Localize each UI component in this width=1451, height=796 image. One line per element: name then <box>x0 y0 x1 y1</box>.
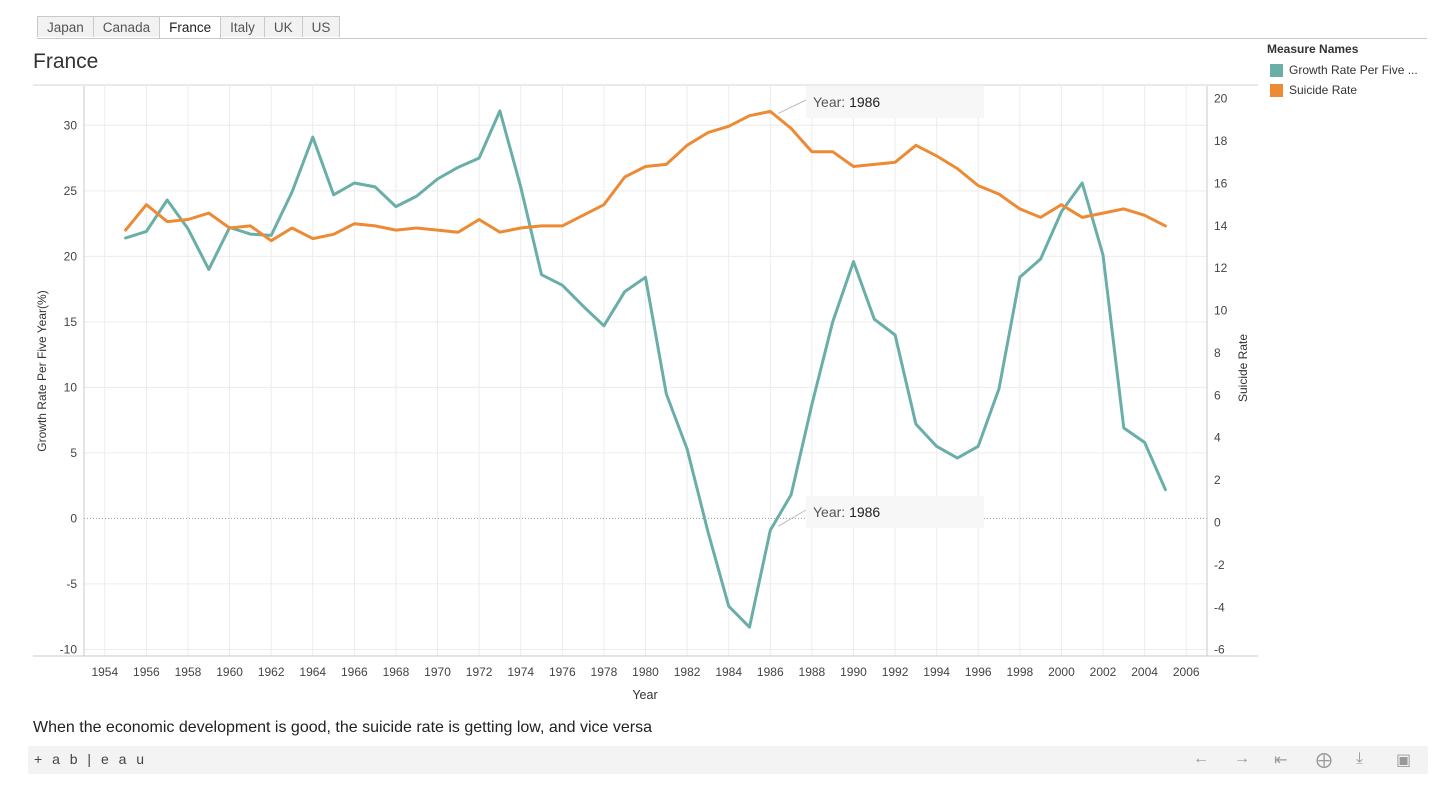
fullscreen-icon[interactable]: ▣ <box>1396 752 1412 769</box>
y-tick-label-right: 10 <box>1214 304 1228 318</box>
y-tick-label-left: -10 <box>60 642 78 656</box>
tab-italy[interactable]: Italy <box>220 16 265 37</box>
tooltip-growth-rate: Year: 1986 <box>806 496 984 528</box>
share-icon[interactable]: ⨁ <box>1316 752 1332 769</box>
tooltip-prefix: Year: <box>813 94 846 110</box>
y-tick-label-right: 12 <box>1214 261 1228 275</box>
x-tick-label: 1956 <box>133 665 160 679</box>
x-axis-title: Year <box>632 688 657 702</box>
x-tick-label: 2006 <box>1173 665 1200 679</box>
x-tick-label: 1988 <box>799 665 826 679</box>
x-tick-label: 1992 <box>882 665 909 679</box>
y-tick-label-right: -4 <box>1214 600 1225 614</box>
revert-icon[interactable]: ⇤ <box>1274 752 1288 769</box>
x-tick-label: 1974 <box>507 665 534 679</box>
y-axis-title-left: Growth Rate Per Five Year(%) <box>35 290 49 451</box>
legend-label-suicide-rate: Suicide Rate <box>1289 83 1358 97</box>
x-tick-label: 2000 <box>1048 665 1075 679</box>
x-tick-label: 1990 <box>840 665 867 679</box>
y-tick-label-left: 20 <box>64 249 78 263</box>
legend-item-growth-rate[interactable]: Growth Rate Per Five ... <box>1267 60 1437 80</box>
x-tick-label: 1954 <box>91 665 118 679</box>
y-tick-label-right: 14 <box>1214 219 1228 233</box>
legend-swatch-growth-rate <box>1270 63 1283 77</box>
x-tick-label: 1958 <box>175 665 202 679</box>
y-tick-label-left: 5 <box>70 446 77 460</box>
x-tick-label: 1972 <box>466 665 493 679</box>
x-tick-label: 1982 <box>674 665 701 679</box>
tab-uk[interactable]: UK <box>263 16 303 37</box>
x-tick-label: 1968 <box>383 665 410 679</box>
y-tick-label-left: -5 <box>66 577 77 591</box>
caption: When the economic development is good, t… <box>33 719 653 736</box>
y-tick-label-right: 18 <box>1214 134 1228 148</box>
x-tick-label: 1996 <box>965 665 992 679</box>
x-tick-label: 1986 <box>757 665 784 679</box>
series-line-growth-rate <box>124 109 1167 629</box>
y-tick-label-right: 6 <box>1214 388 1221 402</box>
x-tick-label: 1964 <box>299 665 326 679</box>
y-tick-label-right: 20 <box>1214 92 1228 106</box>
tableau-logo: + a b | e a u <box>34 751 148 767</box>
tooltip-value: 1986 <box>849 504 881 520</box>
x-tick-label: 1970 <box>424 665 451 679</box>
series-line-suicide-rate <box>124 109 1167 243</box>
x-tick-label: 1998 <box>1006 665 1033 679</box>
y-tick-label-left: 15 <box>64 315 78 329</box>
tooltip-connector <box>778 99 807 114</box>
x-tick-label: 1980 <box>632 665 659 679</box>
x-tick-label: 2002 <box>1090 665 1117 679</box>
y-tick-label-left: 10 <box>64 380 78 394</box>
x-tick-label: 1984 <box>715 665 742 679</box>
x-tick-label: 1994 <box>923 665 950 679</box>
x-tick-label: 1966 <box>341 665 368 679</box>
tooltip-prefix: Year: <box>813 504 846 520</box>
legend-item-suicide-rate[interactable]: Suicide Rate <box>1267 80 1437 100</box>
legend-title: Measure Names <box>1267 42 1359 56</box>
y-tick-label-left: 30 <box>64 118 78 132</box>
tab-france[interactable]: France <box>159 16 222 38</box>
y-tick-label-right: 16 <box>1214 176 1228 190</box>
tooltip-value: 1986 <box>849 94 881 110</box>
tab-bar: Japan Canada France Italy UK US <box>37 16 1427 39</box>
legend-swatch-suicide-rate <box>1270 83 1283 97</box>
y-tick-label-right: 4 <box>1214 431 1221 445</box>
y-tick-label-right: -2 <box>1214 558 1225 572</box>
tooltip-connector <box>778 509 807 527</box>
redo-icon[interactable]: → <box>1234 750 1250 767</box>
tab-us[interactable]: US <box>301 16 341 37</box>
y-tick-label-right: -6 <box>1214 643 1225 657</box>
legend: Measure Names Growth Rate Per Five ... S… <box>1267 42 1437 100</box>
y-tick-label-right: 2 <box>1214 473 1221 487</box>
y-tick-label-left: 0 <box>70 511 77 525</box>
x-tick-label: 1960 <box>216 665 243 679</box>
y-axis-title-right: Suicide Rate <box>1236 334 1250 402</box>
tooltip-suicide-rate: Year: 1986 <box>806 86 984 118</box>
y-tick-label-left: 25 <box>64 184 78 198</box>
y-tick-label-right: 0 <box>1214 516 1221 530</box>
tab-canada[interactable]: Canada <box>92 16 161 37</box>
toolbar-footer: + a b | e a u ← → ⇤ ⨁ ⤓ ▣ <box>28 746 1428 774</box>
legend-label-growth-rate: Growth Rate Per Five ... <box>1289 63 1418 77</box>
x-tick-label: 1976 <box>549 665 576 679</box>
x-tick-label: 2004 <box>1131 665 1158 679</box>
y-tick-label-right: 8 <box>1214 346 1221 360</box>
x-tick-label: 1962 <box>258 665 285 679</box>
download-icon[interactable]: ⤓ <box>1356 750 1364 767</box>
undo-icon[interactable]: ← <box>1193 750 1209 767</box>
x-tick-label: 1978 <box>591 665 618 679</box>
page-title: France <box>33 50 99 73</box>
tab-japan[interactable]: Japan <box>37 16 94 37</box>
